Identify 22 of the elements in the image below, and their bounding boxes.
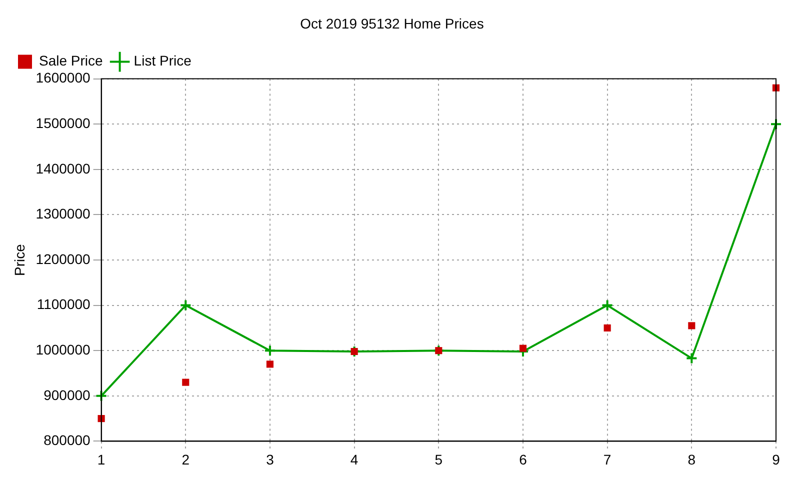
y-tick-label: 1300000	[36, 206, 91, 222]
y-tick-label: 900000	[44, 386, 91, 403]
x-tick-label: 7	[603, 451, 612, 468]
legend-label: List Price	[134, 52, 192, 69]
x-tick-label: 9	[772, 451, 780, 468]
y-tick-label: 800000	[44, 432, 91, 448]
x-tick-label: 5	[434, 451, 443, 468]
x-tick-label: 2	[182, 451, 190, 468]
y-tick-label: 1000000	[36, 341, 91, 358]
y-tick-label: 1100000	[36, 296, 91, 312]
x-tick-label: 8	[688, 451, 696, 468]
x-tick-label: 6	[519, 451, 528, 468]
y-axis-title: Price	[11, 244, 28, 276]
y-tick-label: 1600000	[36, 70, 91, 86]
x-tick-label: 4	[350, 451, 358, 468]
y-tick-label: 1200000	[36, 250, 91, 267]
legend-label: Sale Price	[39, 52, 104, 69]
x-tick-label: 1	[97, 451, 106, 468]
y-tick-label: 1400000	[36, 160, 91, 176]
chart-title: Oct 2019 95132 Home Prices	[300, 15, 484, 32]
x-tick-label: 3	[266, 451, 274, 468]
y-tick-label: 1500000	[36, 114, 91, 131]
